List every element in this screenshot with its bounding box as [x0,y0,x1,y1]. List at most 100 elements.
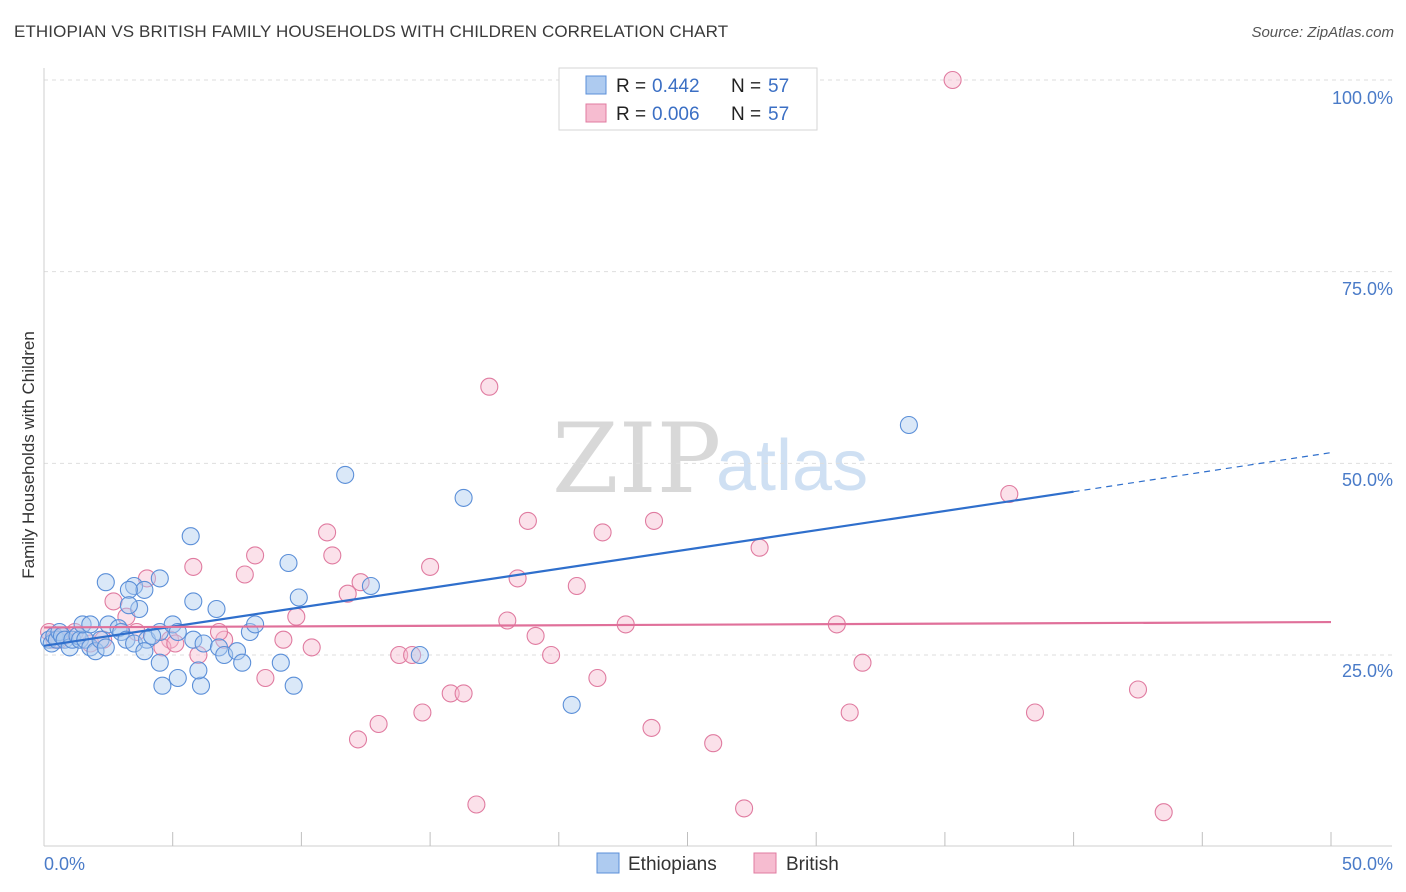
ethiopians-point-59 [454,488,473,507]
series-legend-label-ethiopians[interactable]: Ethiopians [628,854,717,875]
ethiopians-point-58 [410,645,429,665]
ethiopians-point-32 [227,642,247,661]
british-point-22 [287,607,306,626]
british-point-48 [642,718,661,737]
chart-title: ETHIOPIAN VS BRITISH FAMILY HOUSEHOLDS W… [14,22,729,41]
british-point-45 [593,523,612,542]
y-tick-label-25: 25.0% [1342,661,1393,681]
british-point-53 [840,703,859,722]
ethiopians-point-54 [279,553,298,573]
british-point-58 [1128,680,1148,699]
legend-r-value-british: 0.006 [652,104,700,125]
ethiopians-point-44 [181,527,200,546]
ethiopians-point-13 [86,642,105,661]
british-point-37 [480,377,499,396]
ethiopians-point-37 [135,580,154,599]
axis-layer [43,68,1392,847]
british-point-18 [235,565,254,584]
british-point-57 [1025,703,1045,722]
ethiopians-point-51 [153,676,172,695]
british-point-21 [274,630,293,649]
watermark-zip: ZIP [552,403,721,515]
ethiopians-point-47 [168,668,187,688]
british-trend-line [43,620,1332,629]
ethiopians-points [40,415,918,714]
ethiopians-point-39 [119,580,138,599]
british-point-14 [184,557,203,576]
british-point-36 [467,795,486,814]
legend-r-value-ethiopians: 0.442 [652,76,700,97]
ethiopians-point-60 [562,695,581,714]
legend-swatch-british [585,103,607,123]
series-legend-swatch-british[interactable] [753,852,777,874]
series-legend-label-british[interactable]: British [786,854,839,875]
british-point-25 [323,546,342,565]
ethiopians-point-16 [73,615,92,634]
british-point-23 [302,638,321,657]
british-point-50 [735,799,754,818]
ethiopians-point-45 [135,642,154,661]
british-point-32 [413,703,432,722]
british-point-13 [166,634,185,653]
correlation-legend: R = 0.442 N = 57 R = 0.006 N = 57 [558,67,818,131]
british-point-27 [351,573,370,592]
british-point-20 [256,668,275,688]
british-point-54 [853,653,872,672]
ethiopians-point-55 [289,588,308,607]
british-point-33 [421,557,440,576]
legend-n-label-2: N = [731,104,761,125]
ethiopians-point-50 [284,676,303,695]
y-tick-label-100: 100.0% [1332,88,1393,108]
british-point-35 [454,684,473,703]
ethiopians-trend-line [43,490,1074,647]
british-point-31 [403,645,422,665]
series-legend-swatch-ethiopians[interactable] [596,852,620,874]
y-tick-label-75: 75.0% [1342,279,1393,299]
ethiopians-point-53 [189,661,208,680]
british-point-40 [518,511,537,530]
legend-n-label-1: N = [731,76,761,97]
british-point-24 [318,523,337,542]
tick-labels: 100.0% 75.0% 50.0% 25.0% 0.0% 50.0% [44,88,1393,874]
source-credit: Source: ZipAtlas.com [1251,24,1394,41]
ethiopians-point-40 [130,599,149,619]
x-tick-label-min: 0.0% [44,854,85,874]
british-point-47 [644,511,664,530]
british-point-56 [1000,484,1019,504]
ethiopians-point-34 [246,615,265,634]
british-point-19 [246,546,265,565]
trend-layer [43,452,1332,647]
ethiopians-point-42 [184,592,203,611]
ethiopians-point-29 [194,634,213,653]
watermark-atlas: atlas [716,426,868,506]
british-point-7 [104,592,123,611]
british-point-29 [369,714,388,734]
ethiopians-point-56 [336,465,355,484]
ethiopians-trend-extension [1073,452,1332,493]
legend-n-value-ethiopians: 57 [768,76,789,97]
ethiopians-point-38 [150,569,169,588]
british-point-55 [943,70,962,90]
british-point-43 [567,576,586,596]
y-axis-label: Family Households with Children [19,331,38,579]
british-point-49 [704,734,723,753]
ethiopians-point-52 [191,676,211,695]
british-point-30 [390,645,409,665]
british-point-59 [1154,803,1173,822]
british-point-34 [441,684,460,703]
legend-n-value-british: 57 [768,104,789,125]
series-legend: Ethiopians British [596,852,839,875]
ethiopians-point-57 [361,576,380,596]
x-tick-label-max: 50.0% [1342,854,1393,874]
british-point-42 [542,645,561,665]
british-point-41 [526,626,545,645]
legend-r-label-2: R = [616,104,646,125]
british-point-39 [508,569,527,588]
british-point-28 [348,730,368,749]
ethiopians-point-17 [81,615,100,634]
ethiopians-point-15 [96,638,115,657]
grid-layer [44,79,1392,656]
ethiopians-point-43 [207,599,226,619]
british-point-51 [750,538,769,557]
